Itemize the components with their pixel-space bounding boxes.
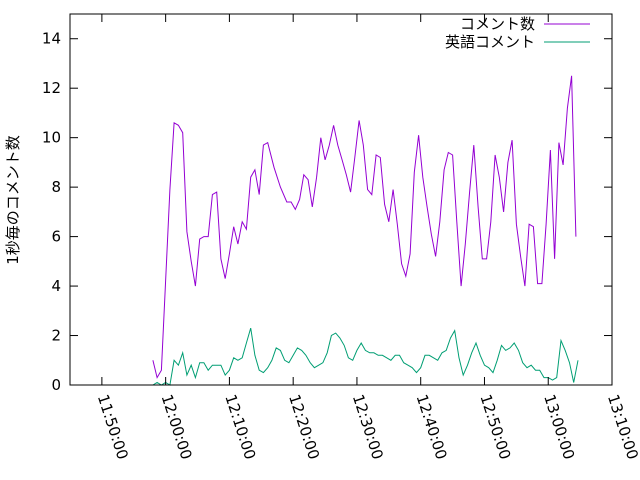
axes-layer: 0 2 4 6 8 10 12 14 11:50:00 12:00:00 12:10:00 12:20…: [42, 13, 640, 462]
x-tick-label: 12:40:00: [413, 392, 451, 462]
series-line-2: [152, 327, 579, 386]
y-tick-label: 10: [42, 129, 61, 147]
x-tick-label: 13:10:00: [604, 392, 640, 462]
x-tick-label: 13:00:00: [540, 392, 578, 462]
series-line-1: [152, 75, 577, 379]
x-tick-label: 12:10:00: [221, 392, 259, 462]
y-tick-label: 6: [51, 228, 61, 246]
y-tick-label: 2: [51, 327, 61, 345]
y-tick-label: 0: [51, 376, 61, 394]
x-tick-label: 12:00:00: [158, 392, 196, 462]
legend-label-1: コメント数: [460, 15, 535, 33]
x-tick-label: 12:30:00: [349, 392, 387, 462]
y-axis-label: 1秒毎のコメント数: [4, 135, 22, 265]
legend-label-2: 英語コメント: [445, 33, 535, 51]
y-tick-label: 4: [51, 277, 61, 295]
y-tick-label: 12: [42, 79, 61, 97]
x-tick-label: 12:50:00: [476, 392, 514, 462]
series-layer: [152, 75, 579, 386]
x-tick-label: 11:50:00: [94, 392, 132, 462]
plot-frame: [69, 13, 613, 386]
y-tick-label: 14: [42, 30, 61, 48]
x-tick-label: 12:20:00: [285, 392, 323, 462]
y-tick-label: 8: [51, 178, 61, 196]
